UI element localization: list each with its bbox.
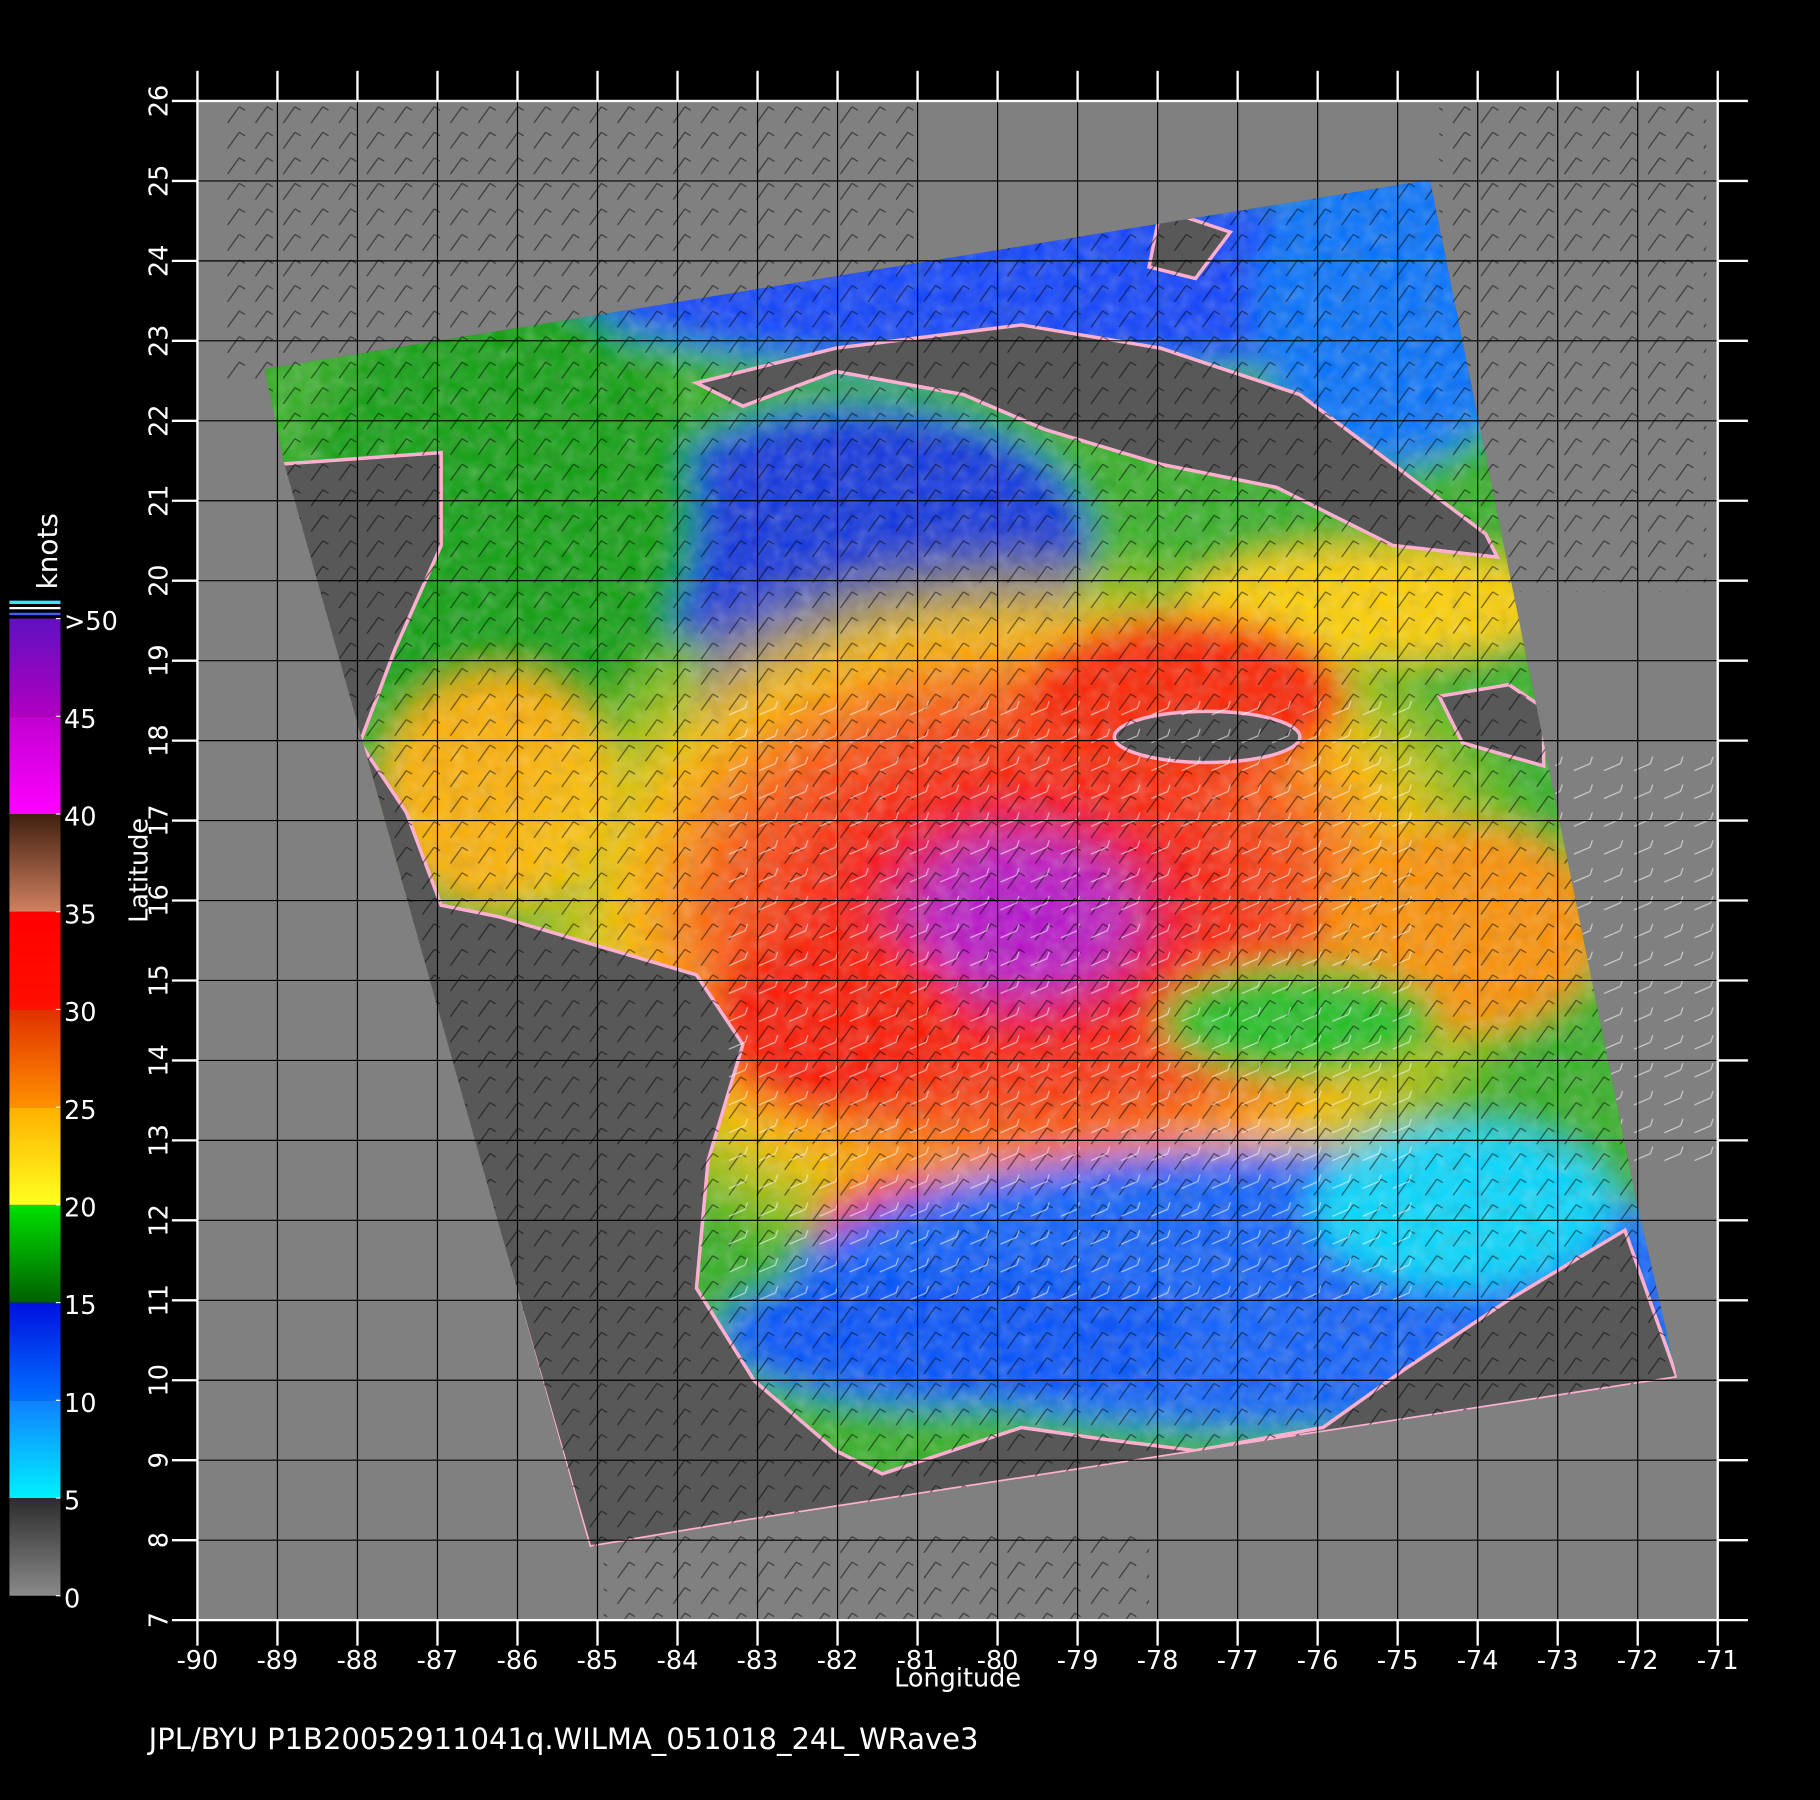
y-tick-label: 18: [144, 724, 174, 756]
x-tick-label: -75: [1377, 1646, 1419, 1676]
x-axis-label: Longitude: [894, 1663, 1021, 1693]
x-tick-label: -78: [1137, 1646, 1179, 1676]
colorbar-tick-label: 35: [64, 900, 96, 930]
y-tick-label: 20: [144, 564, 174, 596]
colorbar-tick-label: 5: [64, 1487, 80, 1517]
x-tick-label: -84: [657, 1646, 699, 1676]
colorbar-band: [9, 1302, 61, 1401]
x-tick-label: -74: [1457, 1646, 1499, 1676]
colorbar-band: [9, 618, 61, 717]
y-tick-label: 22: [144, 405, 174, 437]
footer: JPL/BYU P1B20052911041q.WILMA_051018_24L…: [147, 1722, 979, 1756]
x-tick-label: -77: [1217, 1646, 1259, 1676]
colorbar-tick-label: 15: [64, 1291, 96, 1321]
y-tick-label: 16: [144, 884, 174, 916]
colorbar-band: [9, 1204, 61, 1303]
colorbar-title: knots: [31, 513, 64, 589]
colorbar-tick-label: 10: [64, 1389, 96, 1419]
y-tick-label: 19: [144, 644, 174, 676]
x-tick-label: -88: [337, 1646, 379, 1676]
colorbar-band: [9, 911, 61, 1010]
colorbar-band: [9, 1498, 61, 1596]
colorbar-tick-label: >50: [64, 607, 118, 637]
x-tick-label: -79: [1057, 1646, 1099, 1676]
x-tick-label: -80: [977, 1646, 1019, 1676]
colorbar-tick-label: 45: [64, 705, 96, 735]
y-axis-label: Latitude: [125, 818, 155, 923]
colorbar-band: [9, 716, 61, 815]
colorbar-band: [9, 1009, 61, 1108]
colorbar-tick-label: 25: [64, 1096, 96, 1126]
x-tick-label: -72: [1617, 1646, 1659, 1676]
x-tick-label: -87: [417, 1646, 459, 1676]
y-tick-label: 8: [144, 1532, 174, 1548]
colorbar-tick-label: 30: [64, 998, 96, 1028]
x-tick-label: -90: [177, 1646, 219, 1676]
x-tick-label: -89: [257, 1646, 299, 1676]
colorbar-tick-label: 40: [64, 803, 96, 833]
colorbar-tick-label: 0: [64, 1584, 80, 1614]
y-tick-label: 11: [144, 1284, 174, 1316]
y-tick-label: 7: [144, 1612, 174, 1628]
y-tick-label: 25: [144, 165, 174, 197]
x-tick-label: -81: [897, 1646, 939, 1676]
x-tick-label: -86: [497, 1646, 539, 1676]
y-tick-label: 26: [144, 85, 174, 117]
colorbar-band: [9, 1400, 61, 1499]
y-tick-label: 10: [144, 1364, 174, 1396]
y-tick-label: 15: [144, 964, 174, 996]
y-tick-label: 14: [144, 1044, 174, 1076]
y-tick-label: 17: [144, 804, 174, 836]
y-tick-label: 9: [144, 1452, 174, 1468]
y-tick-label: 23: [144, 325, 174, 357]
x-tick-label: -83: [737, 1646, 779, 1676]
axes: -90 -89 -88 -87 -86 -85 -84 -83 -82 -81 -80 -79 -78 -…: [144, 70, 1748, 1676]
y-tick-label: 12: [144, 1204, 174, 1236]
x-tick-label: -73: [1537, 1646, 1579, 1676]
x-tick-label: -76: [1297, 1646, 1339, 1676]
y-tick-label: 24: [144, 245, 174, 277]
x-tick-label: -71: [1697, 1646, 1739, 1676]
x-tick-label: -85: [577, 1646, 619, 1676]
y-tick-label: 21: [144, 485, 174, 517]
y-tick-label: 13: [144, 1124, 174, 1156]
colorbar-band: [9, 814, 61, 912]
colorbar-band: [9, 1107, 61, 1205]
x-tick-label: -82: [817, 1646, 859, 1676]
plot-frame: [196, 99, 1719, 1622]
colorbar-tick-label: 20: [64, 1194, 96, 1224]
